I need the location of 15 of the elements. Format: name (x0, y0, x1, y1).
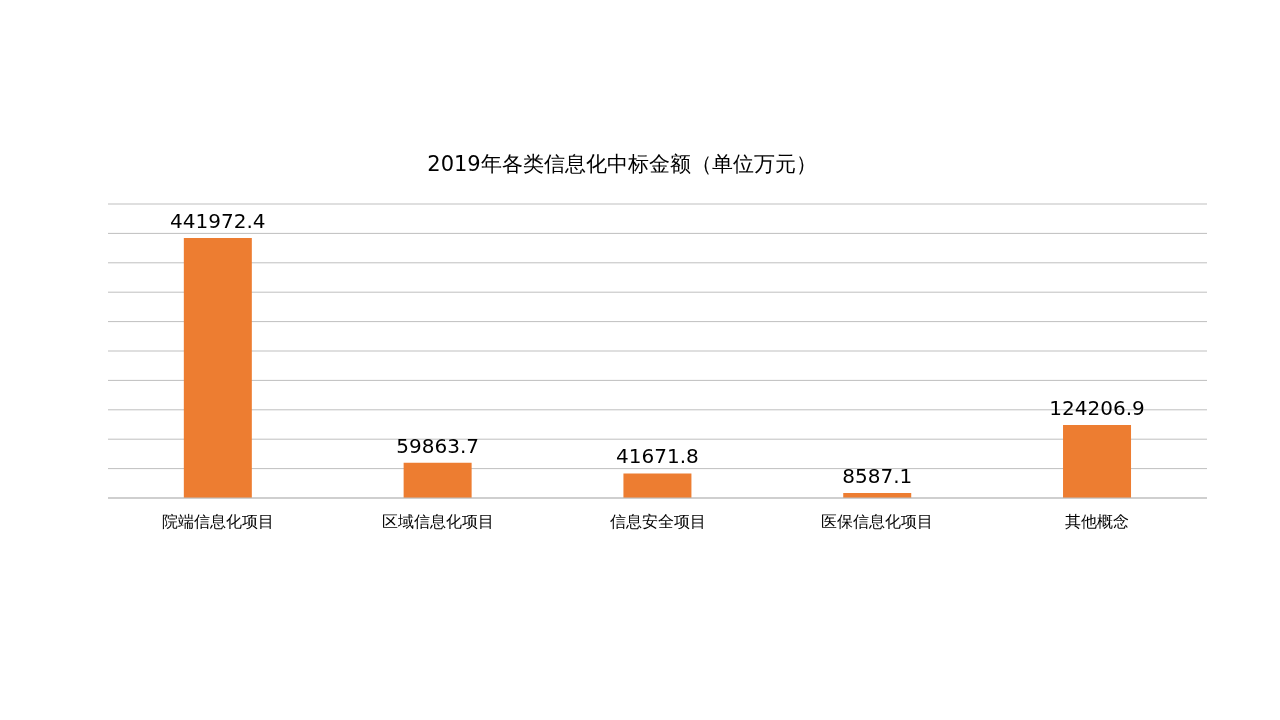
data-label: 8587.1 (842, 463, 913, 488)
bar (1063, 424, 1132, 498)
data-label: 124206.9 (1049, 395, 1145, 420)
bar (183, 238, 252, 498)
x-tick-label: 其他概念 (1065, 512, 1130, 532)
data-label: 59863.7 (396, 433, 479, 458)
x-tick-label: 信息安全项目 (609, 512, 706, 532)
x-tick-label: 区域信息化项目 (381, 512, 494, 532)
chart-title: 2019年各类信息化中标金额（单位万元） (426, 151, 818, 178)
x-tick-label: 医保信息化项目 (821, 512, 934, 532)
bar (623, 473, 692, 498)
data-label: 441972.4 (170, 209, 266, 234)
x-tick-label: 院端信息化项目 (161, 512, 274, 532)
data-label: 41671.8 (616, 444, 699, 469)
bar (403, 462, 472, 498)
